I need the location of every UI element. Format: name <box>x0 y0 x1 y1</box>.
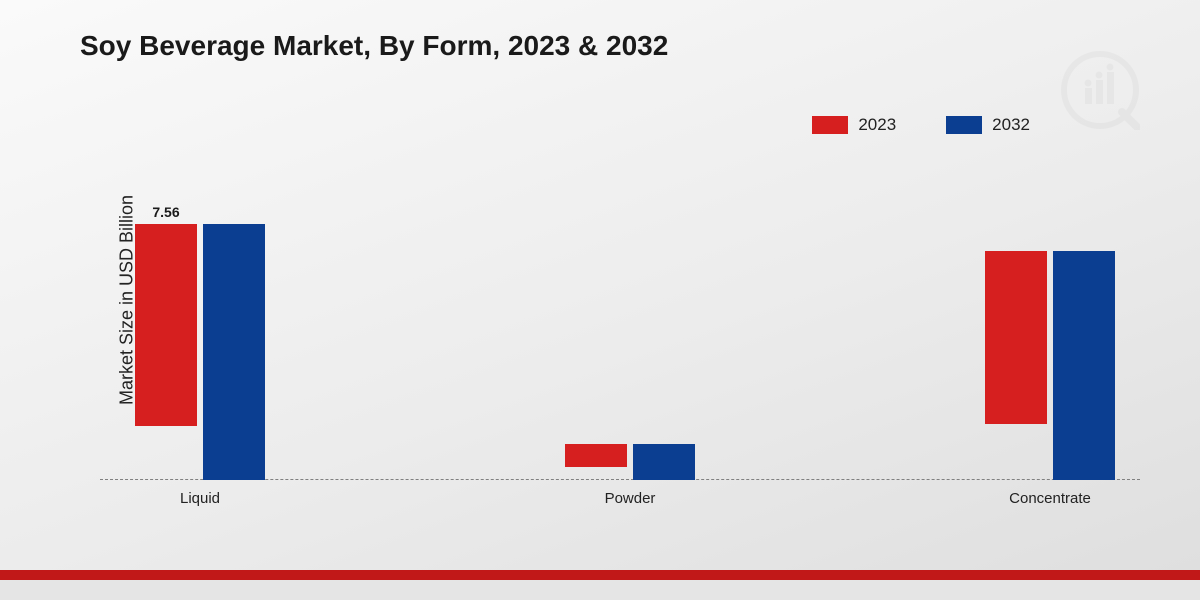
bar-concentrate-2023 <box>985 251 1047 424</box>
bar-concentrate-2032 <box>1053 251 1115 480</box>
legend-swatch-2032 <box>946 116 982 134</box>
chart-container: Soy Beverage Market, By Form, 2023 & 203… <box>0 0 1200 600</box>
bar-powder-2023 <box>565 444 627 467</box>
legend-label-2032: 2032 <box>992 115 1030 135</box>
bar-liquid-2023: 7.56 <box>135 224 197 426</box>
legend-item-2023: 2023 <box>812 115 896 135</box>
footer-accent-bar <box>0 570 1200 580</box>
bar-group-liquid: 7.56 Liquid <box>120 224 280 480</box>
category-label-liquid: Liquid <box>180 490 220 507</box>
legend-label-2023: 2023 <box>858 115 896 135</box>
category-label-powder: Powder <box>605 490 656 507</box>
footer-base-bar <box>0 580 1200 600</box>
bar-group-powder: Powder <box>550 444 710 480</box>
bar-value-label: 7.56 <box>152 204 179 220</box>
bar-group-concentrate: Concentrate <box>970 251 1130 480</box>
category-label-concentrate: Concentrate <box>1009 490 1091 507</box>
legend-item-2032: 2032 <box>946 115 1030 135</box>
legend-swatch-2023 <box>812 116 848 134</box>
bar-liquid-2032 <box>203 224 265 480</box>
page-title: Soy Beverage Market, By Form, 2023 & 203… <box>80 30 668 62</box>
bar-powder-2032 <box>633 444 695 480</box>
legend: 2023 2032 <box>812 115 1030 135</box>
watermark-logo <box>1060 50 1140 135</box>
plot-area: 7.56 Liquid Powder Concentrate <box>100 160 1140 480</box>
